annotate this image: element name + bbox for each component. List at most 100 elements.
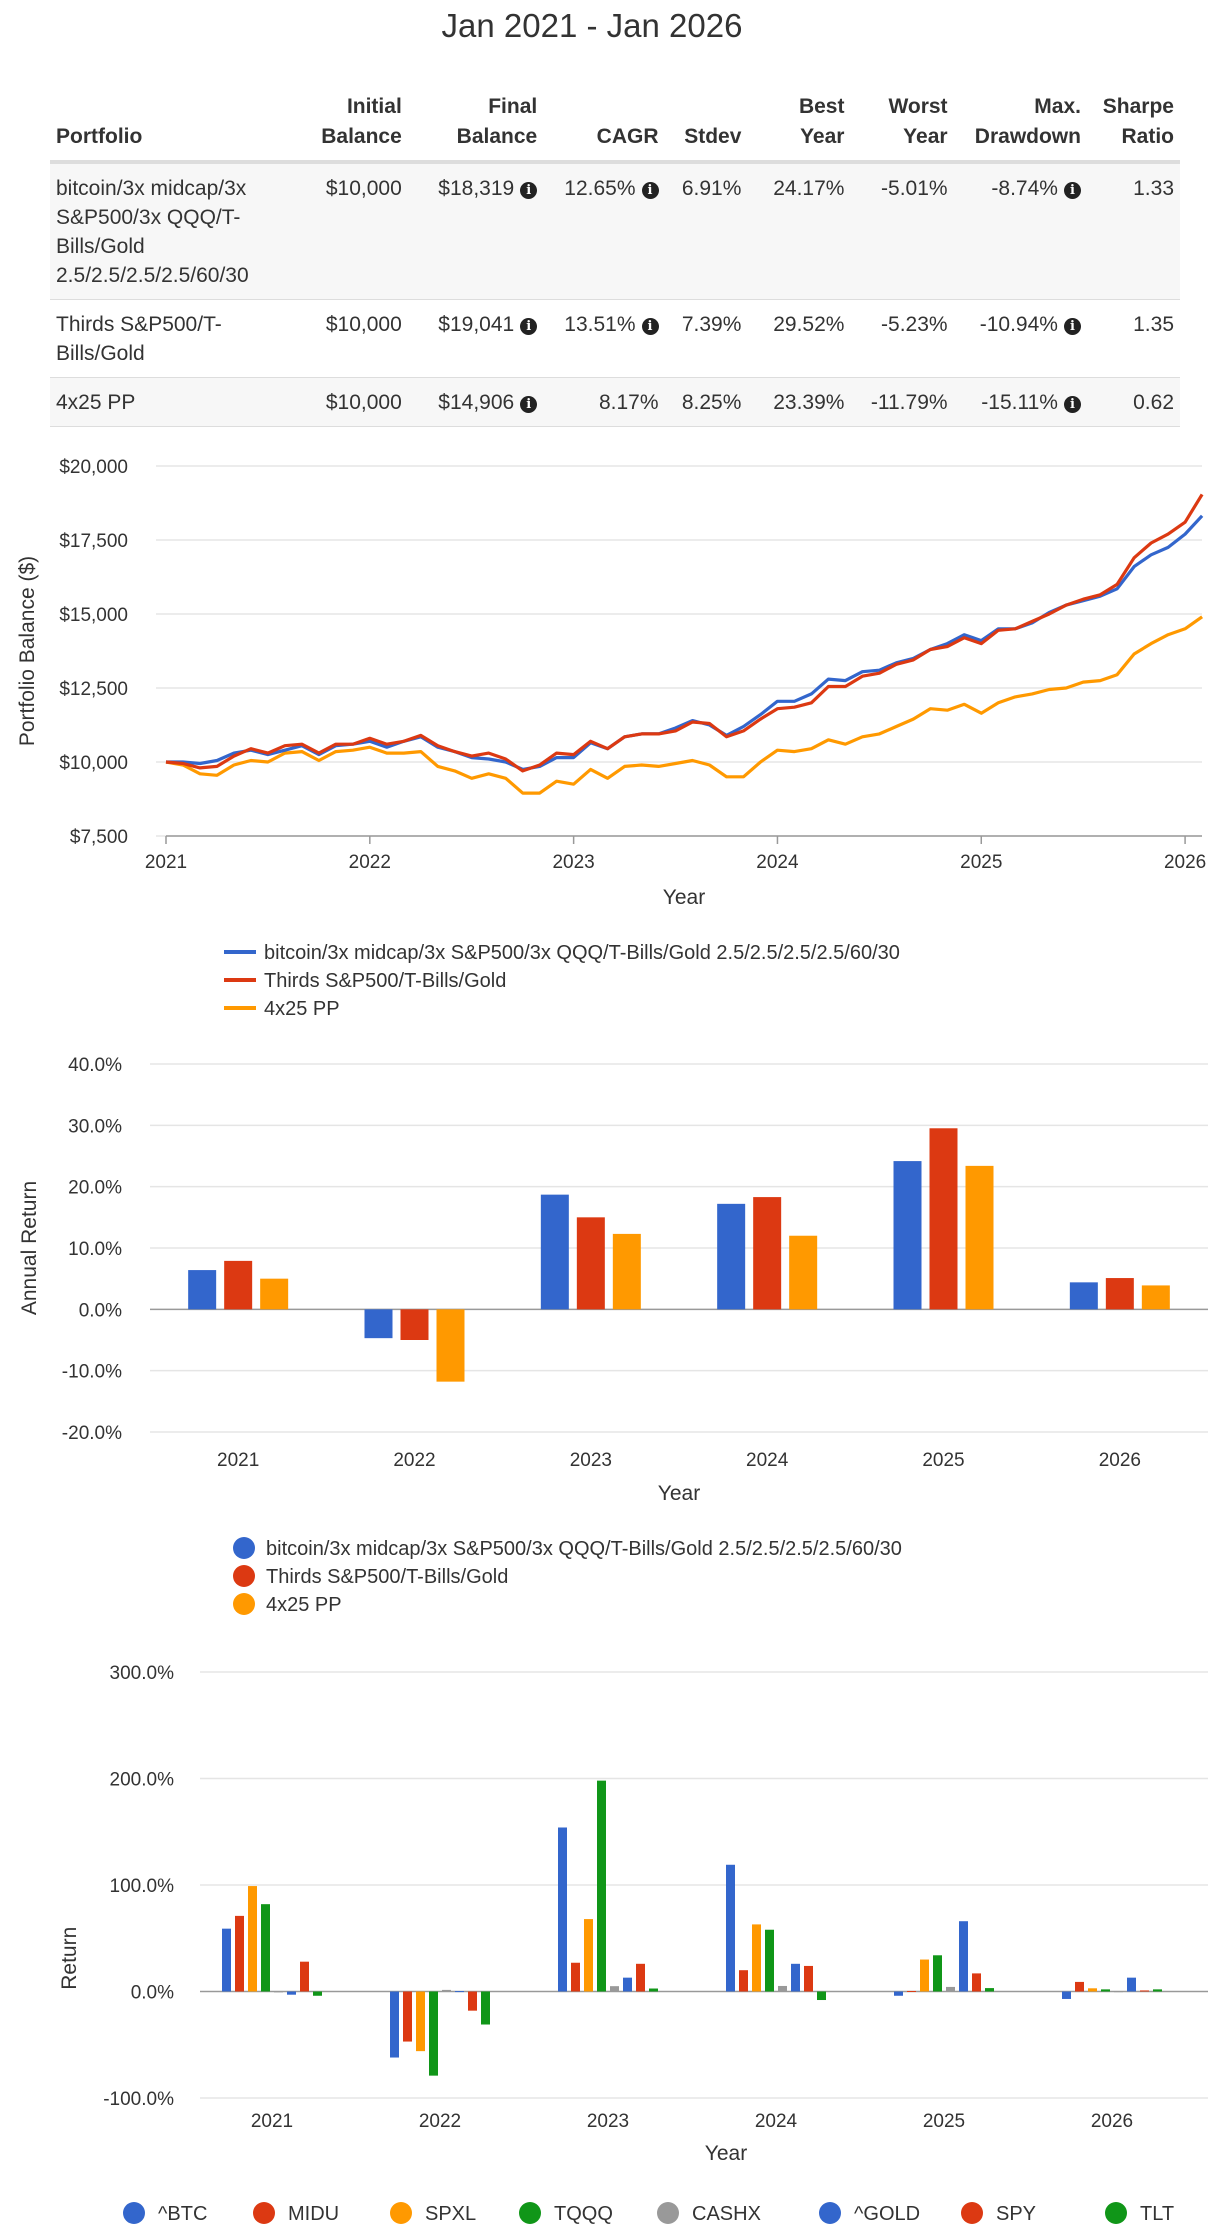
x-tick-label: 2021 [145, 852, 187, 873]
col-header-max-drawdown: Max. Drawdown [953, 88, 1087, 164]
bar [429, 1991, 438, 2076]
bar [1088, 1988, 1097, 1992]
x-tick-label: 2023 [587, 2111, 629, 2132]
bar [804, 1965, 813, 1992]
x-tick-label: 2023 [552, 852, 594, 873]
bar [1069, 1282, 1098, 1310]
y-tick-label: 0.0% [79, 1300, 122, 1321]
final-balance: $14,906 i [407, 377, 544, 427]
y-axis-title: Annual Return [18, 1181, 41, 1315]
y-tick-label: 20.0% [68, 1178, 122, 1199]
legend-swatch [961, 2202, 983, 2224]
y-tick-label: $12,500 [59, 679, 128, 700]
bar [965, 1165, 994, 1310]
bar [455, 1991, 464, 1993]
bar [946, 1986, 955, 1992]
bar [403, 1991, 412, 2042]
max-drawdown: -8.74% i [953, 162, 1087, 300]
y-tick-label: 100.0% [110, 1876, 175, 1897]
final-balance: $19,041 i [407, 299, 544, 378]
legend-label: SPY [996, 2203, 1036, 2225]
bar [558, 1827, 567, 1992]
legend-label: ^GOLD [854, 2203, 920, 2225]
x-tick-label: 2025 [922, 1450, 964, 1471]
bar [726, 1864, 735, 1992]
portfolio-name: Thirds S&P500/T- Bills/Gold [50, 299, 295, 378]
cagr: 12.65% i [543, 162, 665, 300]
asset-return-bar-chart: bitcoin/3x midcap/3x S&P500/3x QQQ/T-Bil… [58, 1537, 1208, 2225]
cagr: 8.17% [543, 377, 665, 427]
bar [390, 1991, 399, 2058]
y-tick-label: 0.0% [131, 1983, 174, 2004]
y-tick-label: $17,500 [59, 531, 128, 552]
info-icon[interactable]: i [1063, 318, 1081, 335]
info-icon[interactable]: i [520, 182, 538, 199]
bar [1127, 1977, 1136, 1992]
bar [468, 1991, 477, 2011]
col-header-initial-balance: Initial Balance [294, 88, 408, 164]
table-row: 4x25 PP $10,000 $14,906 i 8.17% 8.25% 23.… [50, 377, 1180, 427]
legend-swatch [253, 2202, 275, 2224]
worst-year: -11.79% [850, 377, 954, 427]
bar [752, 1924, 761, 1992]
bar [1105, 1278, 1134, 1310]
best-year: 24.17% [747, 162, 851, 300]
y-tick-label: -10.0% [62, 1362, 122, 1383]
bar [1140, 1990, 1149, 1992]
bar [364, 1309, 393, 1339]
bar [442, 1989, 451, 1992]
series-line-2 [165, 493, 1204, 773]
bar [959, 1921, 968, 1992]
bar [789, 1235, 818, 1310]
bar [636, 1963, 645, 1992]
bar [1141, 1285, 1170, 1310]
bar [436, 1309, 465, 1382]
x-tick-label: 2024 [746, 1450, 789, 1471]
bar [274, 1991, 283, 1993]
bar [597, 1780, 606, 1992]
bar [1114, 1991, 1123, 1993]
final-balance: $18,319 i [407, 162, 544, 300]
col-header-portfolio: Portfolio [50, 88, 295, 164]
col-header-worst-year: Worst Year [850, 88, 954, 164]
bar [972, 1973, 981, 1992]
stdev: 6.91% [664, 162, 748, 300]
legend-label: MIDU [288, 2203, 339, 2225]
x-tick-label: 2022 [349, 852, 391, 873]
legend-swatch [657, 2202, 679, 2224]
legend-label: bitcoin/3x midcap/3x S&P500/3x QQQ/T-Bil… [264, 942, 900, 964]
table-row: Thirds S&P500/T- Bills/Gold $10,000 $19,… [50, 299, 1180, 378]
info-icon[interactable]: i [1063, 182, 1081, 199]
legend-label: Thirds S&P500/T-Bills/Gold [264, 970, 506, 992]
legend-label: 4x25 PP [264, 998, 340, 1020]
bar [985, 1988, 994, 1992]
bar [224, 1260, 253, 1310]
legend-swatch [1105, 2202, 1127, 2224]
y-tick-label: $7,500 [70, 827, 128, 848]
bar [610, 1986, 619, 1992]
bar [623, 1977, 632, 1992]
bar [261, 1904, 270, 1992]
y-tick-label: $20,000 [59, 457, 128, 478]
info-icon[interactable]: i [520, 396, 538, 413]
x-axis-title: Year [705, 2142, 747, 2165]
best-year: 23.39% [747, 377, 851, 427]
initial-balance: $10,000 [294, 162, 408, 300]
legend-swatch [233, 1565, 255, 1587]
bar [894, 1991, 903, 1996]
y-tick-label: $10,000 [59, 753, 128, 774]
bar [717, 1203, 746, 1310]
info-icon[interactable]: i [520, 318, 538, 335]
bar [929, 1128, 958, 1310]
x-tick-label: 2025 [923, 2111, 965, 2132]
initial-balance: $10,000 [294, 299, 408, 378]
legend-swatch [519, 2202, 541, 2224]
info-icon[interactable]: i [641, 182, 659, 199]
bar [313, 1991, 322, 1996]
info-icon[interactable]: i [641, 318, 659, 335]
info-icon[interactable]: i [1063, 396, 1081, 413]
worst-year: -5.01% [850, 162, 954, 300]
best-year: 29.52% [747, 299, 851, 378]
bar [576, 1217, 605, 1310]
bar [222, 1928, 231, 1992]
